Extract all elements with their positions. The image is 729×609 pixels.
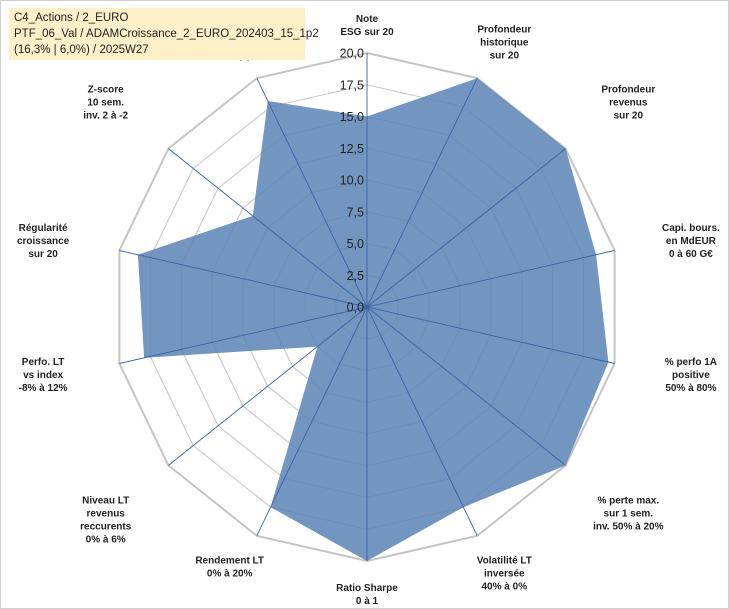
axis-label-line: inv. 2 à -2 [83,111,128,122]
axis-label-line: Perfo. LT [22,357,65,368]
axis-label-line: Note [356,14,379,25]
axis-label-line: revenus [87,508,126,519]
axis-label-line: sur 20 [28,249,58,260]
axis-spoke [366,306,566,466]
axis-label-line: en MdEUR [666,236,717,247]
axis-label-line: 10 sem. [87,98,124,109]
series-area-layer [119,53,615,561]
axis-label-line: ESG sur 20 [340,27,394,38]
axis-label-line: Régularité [19,223,68,234]
axis-spoke [119,250,368,308]
info-line-stats: (16,3% | 6,0%) / 2025W27 [14,44,149,56]
axis-label-line: Ratio Sharpe [336,583,398,594]
axis-label: Régularité croissance sur 20 [17,223,70,260]
info-line-category: C4_Actions / 2_EURO [14,12,129,24]
axis-label: Rendement LT 0% à 20% [195,556,264,580]
tick-label: 17,5 [340,78,364,92]
axis-label: % perte max. sur 1 sem. inv. 50% à 20% [593,495,664,532]
axis-label-line: sur 20 [490,50,520,61]
tick-label: 15,0 [340,110,364,124]
axis-spoke [119,306,368,364]
axis-label-line: Capi. bours. [662,223,720,234]
axis-label-line: 40% à 0% [482,582,528,593]
axis-label: Capi. bours. en MdEUR 0 à 60 G€ [662,223,720,260]
axis-label-line: Rendement LT [195,556,264,567]
axis-label-line: croissance [17,236,70,247]
axis-label-line: inv. 50% à 20% [593,521,664,532]
axis-spoke [366,306,615,364]
axis-label: Ratio Sharpe 0 à 1 [336,583,398,607]
tick-label-layer: 0,0 2,5 5,0 7,5 10,0 12,5 15,0 17,5 20,0 [340,47,364,315]
axis-spoke [366,148,566,308]
tick-label: 7,5 [347,205,364,219]
axis-label-line: -8% à 12% [19,383,68,394]
axis-label-line: Z-score [88,85,125,96]
axis-label-line: Profondeur [601,85,655,96]
axis-label-line: historique [480,37,529,48]
axis-label-line: vs index [23,370,63,381]
axis-spoke [366,306,478,536]
tick-label: 2,5 [347,269,364,283]
axis-spoke [366,78,478,308]
axis-label-line: 0% à 6% [86,534,126,545]
info-line-portfolio: PTF_06_Val / ADAMCroissance_2_EURO_20240… [14,28,319,40]
axis-label-line: positive [672,370,710,381]
axis-label-line: % perte max. [597,495,659,506]
portfolio-info-box: C4_Actions / 2_EURO PTF_06_Val / ADAMCro… [9,8,319,60]
axis-label-line: 0 à 60 G€ [669,249,713,260]
axis-label: Profondeur revenus sur 20 [601,85,655,122]
axis-label-line: Niveau LT [82,495,129,506]
axis-label: % perfo 1A positive 50% à 80% [665,357,717,394]
axis-label-line: 50% à 80% [665,383,716,394]
axis-spoke [366,250,615,308]
axis-label: Niveau LT revenus reccurents 0% à 6% [80,495,132,545]
axis-spoke [168,148,368,308]
tick-label: 20,0 [340,47,364,61]
axis-label: Profondeur historique sur 20 [477,24,531,61]
axis-spoke [256,78,368,308]
tick-label: 5,0 [347,237,364,251]
axis-label: Perfo. LT vs index -8% à 12% [19,357,68,394]
axis-spoke [256,306,368,536]
axis-label-line: 0% à 20% [207,569,253,580]
axis-label-line: Profondeur [477,24,531,35]
tick-label: 12,5 [340,142,364,156]
axis-label-line: Volatilité LT [477,556,532,567]
axis-label: Note ESG sur 20 [340,14,394,38]
axis-spoke [168,306,368,466]
tick-label: 10,0 [340,174,364,188]
axis-label-line: inversée [484,569,525,580]
axis-label-line: sur 20 [614,111,644,122]
axis-label-line: % perfo 1A [665,357,717,368]
tick-label: 0,0 [347,301,364,315]
axis-label-line: reccurents [80,521,132,532]
axis-label-line: 0 à 1 [356,596,379,607]
axis-label: Z-score 10 sem. inv. 2 à -2 [83,85,128,122]
axis-label-line: sur 1 sem. [604,508,654,519]
axis-label: Volatilité LT inversée 40% à 0% [477,556,532,593]
axis-label-line: revenus [609,98,648,109]
